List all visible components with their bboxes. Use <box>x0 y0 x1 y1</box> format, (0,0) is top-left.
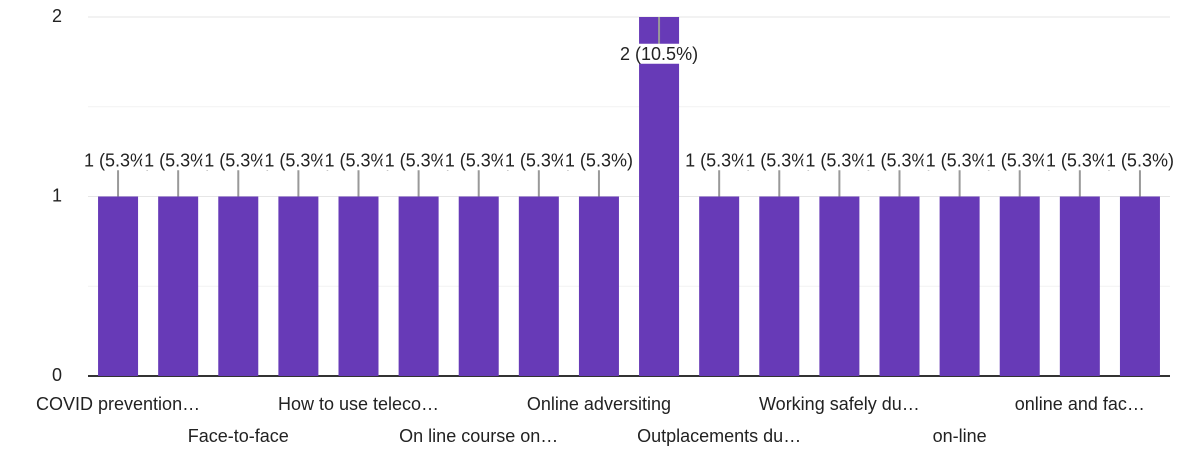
data-label-text: 1 (5.3%) <box>204 150 272 170</box>
data-label-text: 1 (5.3%) <box>565 150 633 170</box>
x-tick-label: How to use teleco… <box>278 394 439 414</box>
bar <box>999 196 1040 376</box>
data-label-bg <box>262 150 335 171</box>
data-label-text: 1 (5.3%) <box>986 150 1054 170</box>
data-label-bg <box>863 150 936 171</box>
data-label-bg <box>442 150 515 171</box>
data-label: 1 (5.3%) <box>803 150 876 171</box>
x-tick-label: online and fac… <box>1015 394 1145 414</box>
y-tick-label: 2 <box>52 6 62 26</box>
data-label-text: 1 (5.3%) <box>144 150 212 170</box>
data-label-text: 1 (5.3%) <box>926 150 994 170</box>
data-label: 1 (5.3%) <box>743 150 816 171</box>
data-label: 2 (10.5%) <box>618 43 701 64</box>
data-label-text: 1 (5.3%) <box>685 150 753 170</box>
bar <box>759 196 800 376</box>
bar <box>158 196 199 376</box>
data-label: 1 (5.3%) <box>923 150 996 171</box>
bar <box>278 196 319 376</box>
data-label-text: 1 (5.3%) <box>745 150 813 170</box>
data-label-text: 1 (5.3%) <box>324 150 392 170</box>
data-label-text: 1 (5.3%) <box>445 150 513 170</box>
data-label: 1 (5.3%) <box>1043 150 1116 171</box>
x-tick-label: COVID prevention… <box>36 394 200 414</box>
data-label-bg <box>803 150 876 171</box>
data-label: 1 (5.3%) <box>863 150 936 171</box>
data-label: 1 (5.3%) <box>82 150 155 171</box>
data-label-bg <box>683 150 756 171</box>
x-tick-label: Outplacements du… <box>637 426 801 446</box>
bar <box>338 196 379 376</box>
y-tick-label: 0 <box>52 365 62 385</box>
x-tick-label: Online adversiting <box>527 394 671 414</box>
x-tick-label: On line course on… <box>399 426 558 446</box>
data-label: 1 (5.3%) <box>382 150 455 171</box>
data-label-text: 1 (5.3%) <box>505 150 573 170</box>
y-tick-label: 1 <box>52 185 62 205</box>
data-label-bg <box>142 150 215 171</box>
data-label-bg <box>82 150 155 171</box>
data-label-bg <box>983 150 1056 171</box>
bar <box>98 196 139 376</box>
data-label: 1 (5.3%) <box>502 150 575 171</box>
data-label: 1 (5.3%) <box>983 150 1056 171</box>
data-label-bg <box>322 150 395 171</box>
data-label-bg <box>1043 150 1116 171</box>
data-label: 1 (5.3%) <box>442 150 515 171</box>
data-label-text: 1 (5.3%) <box>865 150 933 170</box>
data-label: 1 (5.3%) <box>683 150 756 171</box>
data-label-text: 1 (5.3%) <box>1106 150 1174 170</box>
data-label-text: 1 (5.3%) <box>264 150 332 170</box>
x-tick-label: Working safely du… <box>759 394 920 414</box>
bar <box>639 17 680 376</box>
data-label-bg <box>562 150 635 171</box>
data-label: 1 (5.3%) <box>322 150 395 171</box>
data-label-text: 1 (5.3%) <box>1046 150 1114 170</box>
bar <box>1119 196 1160 376</box>
data-label: 1 (5.3%) <box>562 150 635 171</box>
bar <box>398 196 439 376</box>
data-label-text: 1 (5.3%) <box>805 150 873 170</box>
data-label-bg <box>618 43 701 64</box>
x-tick-label: on-line <box>933 426 987 446</box>
data-label-bg <box>382 150 455 171</box>
data-label-bg <box>202 150 275 171</box>
data-label: 1 (5.3%) <box>1103 150 1176 171</box>
data-label-bg <box>1103 150 1176 171</box>
bar <box>879 196 920 376</box>
bar <box>218 196 259 376</box>
bar <box>1059 196 1100 376</box>
bar <box>939 196 980 376</box>
bar <box>518 196 559 376</box>
x-tick-label: Face-to-face <box>188 426 289 446</box>
data-label-bg <box>743 150 816 171</box>
data-label-text: 1 (5.3%) <box>84 150 152 170</box>
bar <box>819 196 860 376</box>
data-label-bg <box>923 150 996 171</box>
bar <box>699 196 740 376</box>
bar <box>458 196 499 376</box>
data-label: 1 (5.3%) <box>202 150 275 171</box>
data-label-bg <box>502 150 575 171</box>
data-label: 1 (5.3%) <box>142 150 215 171</box>
data-label-text: 2 (10.5%) <box>620 44 698 64</box>
bar <box>578 196 619 376</box>
data-label-text: 1 (5.3%) <box>385 150 453 170</box>
data-label: 1 (5.3%) <box>262 150 335 171</box>
